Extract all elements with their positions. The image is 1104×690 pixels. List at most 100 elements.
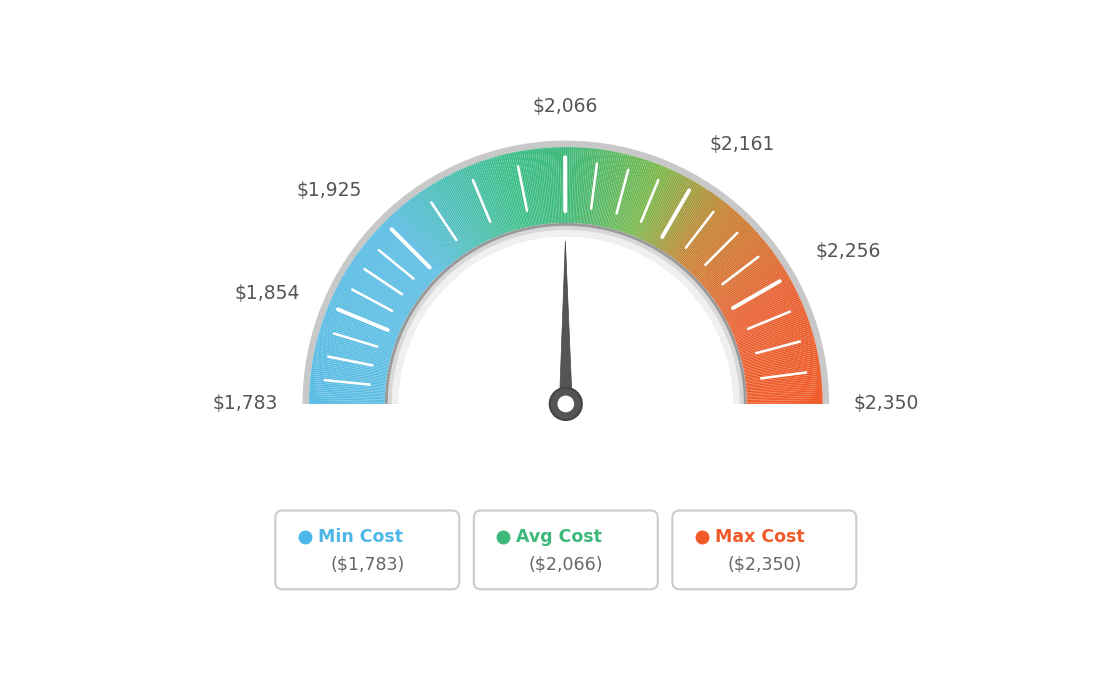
Wedge shape [309, 384, 385, 391]
Wedge shape [724, 278, 790, 317]
Wedge shape [601, 152, 618, 227]
Wedge shape [739, 326, 811, 351]
Wedge shape [746, 388, 822, 394]
Wedge shape [543, 148, 552, 224]
Wedge shape [603, 152, 619, 227]
Wedge shape [718, 263, 782, 306]
Wedge shape [598, 151, 614, 226]
Wedge shape [576, 148, 582, 224]
Wedge shape [671, 195, 716, 257]
Wedge shape [335, 291, 403, 326]
Wedge shape [735, 315, 807, 343]
Wedge shape [734, 309, 806, 339]
Wedge shape [740, 334, 814, 356]
Wedge shape [686, 211, 737, 269]
Wedge shape [399, 207, 449, 266]
Wedge shape [673, 197, 720, 259]
Wedge shape [500, 155, 521, 229]
Wedge shape [336, 289, 404, 324]
Wedge shape [643, 172, 677, 241]
Wedge shape [510, 152, 528, 227]
Wedge shape [406, 201, 455, 262]
Wedge shape [310, 377, 385, 387]
Wedge shape [588, 149, 599, 224]
Wedge shape [728, 289, 796, 324]
Wedge shape [668, 191, 712, 255]
Wedge shape [647, 174, 682, 243]
Wedge shape [640, 170, 673, 239]
Wedge shape [349, 264, 414, 307]
Wedge shape [358, 251, 421, 297]
Wedge shape [383, 222, 438, 277]
Wedge shape [309, 394, 385, 398]
Wedge shape [312, 359, 388, 374]
Circle shape [550, 388, 582, 420]
Wedge shape [388, 218, 440, 274]
Wedge shape [675, 199, 722, 260]
Wedge shape [697, 226, 753, 280]
Wedge shape [311, 370, 386, 382]
Wedge shape [523, 150, 538, 226]
Wedge shape [480, 161, 507, 233]
Wedge shape [495, 157, 517, 230]
Wedge shape [394, 211, 446, 269]
Wedge shape [311, 368, 386, 380]
Wedge shape [715, 259, 779, 304]
Wedge shape [746, 390, 822, 395]
Wedge shape [347, 268, 412, 309]
Wedge shape [639, 169, 671, 239]
Wedge shape [373, 233, 431, 284]
Wedge shape [672, 196, 719, 258]
Wedge shape [683, 208, 734, 267]
Wedge shape [426, 187, 469, 252]
Wedge shape [744, 362, 819, 375]
Wedge shape [471, 164, 500, 235]
FancyBboxPatch shape [672, 511, 857, 589]
Wedge shape [490, 158, 514, 231]
Wedge shape [582, 148, 590, 224]
Wedge shape [745, 374, 821, 384]
Wedge shape [365, 241, 425, 290]
Wedge shape [432, 184, 473, 250]
Wedge shape [687, 213, 739, 270]
Wedge shape [552, 147, 558, 223]
Wedge shape [742, 342, 816, 362]
Wedge shape [714, 258, 778, 302]
Wedge shape [535, 148, 546, 224]
Text: $2,066: $2,066 [532, 97, 597, 116]
Wedge shape [317, 338, 391, 359]
Wedge shape [633, 165, 662, 236]
Wedge shape [746, 402, 822, 404]
Wedge shape [401, 206, 450, 266]
Wedge shape [622, 159, 647, 233]
Wedge shape [667, 190, 710, 254]
Wedge shape [315, 346, 390, 364]
Wedge shape [746, 386, 822, 393]
Wedge shape [564, 147, 566, 223]
Wedge shape [388, 226, 744, 404]
Wedge shape [413, 196, 459, 258]
Wedge shape [631, 164, 660, 235]
Wedge shape [733, 308, 805, 337]
Wedge shape [312, 362, 388, 375]
Text: Avg Cost: Avg Cost [517, 528, 602, 546]
Wedge shape [721, 271, 787, 312]
Wedge shape [730, 295, 799, 328]
Wedge shape [456, 170, 490, 240]
Wedge shape [625, 161, 651, 233]
Wedge shape [338, 284, 406, 320]
Wedge shape [538, 148, 548, 224]
Wedge shape [584, 148, 594, 224]
Wedge shape [333, 293, 403, 327]
FancyBboxPatch shape [474, 511, 658, 589]
Wedge shape [718, 264, 783, 307]
Wedge shape [469, 165, 499, 236]
Wedge shape [449, 174, 485, 243]
Wedge shape [437, 181, 476, 248]
Wedge shape [746, 382, 821, 390]
Wedge shape [492, 157, 516, 230]
Wedge shape [513, 152, 531, 227]
Wedge shape [474, 164, 502, 235]
Wedge shape [742, 346, 817, 364]
Wedge shape [404, 204, 453, 264]
